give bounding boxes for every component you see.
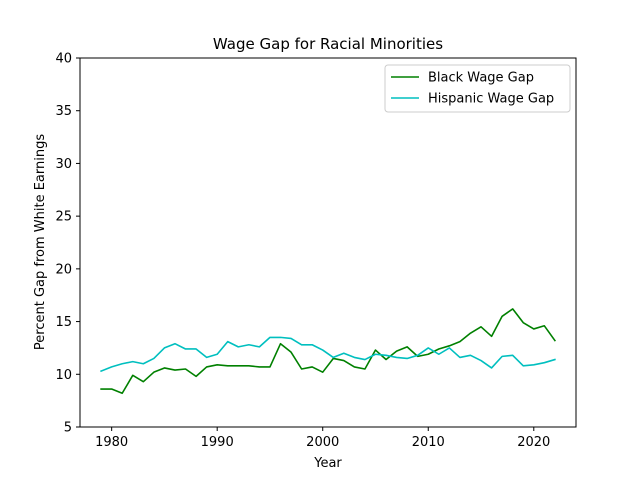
- y-axis: 5 10 15 20 25 30 35 40: [55, 52, 80, 436]
- legend-entry-2: Hispanic Wage Gap: [428, 92, 554, 107]
- legend-box: [384, 64, 571, 113]
- chart-title: Wage Gap for Racial Minorities: [213, 35, 443, 53]
- x-tick-label: 2010: [412, 435, 445, 450]
- y-tick-label: 10: [55, 368, 72, 383]
- plot-frame: [79, 57, 577, 428]
- x-tick-label: 1980: [95, 435, 128, 450]
- legend: Black Wage Gap Hispanic Wage Gap: [384, 64, 571, 113]
- x-axis-label: Year: [313, 456, 342, 471]
- legend-entry-1: Black Wage Gap: [428, 71, 534, 86]
- y-tick-label: 35: [55, 104, 72, 119]
- y-tick-label: 40: [55, 52, 72, 67]
- x-tick-label: 2020: [517, 435, 550, 450]
- x-tick-label: 2000: [306, 435, 339, 450]
- x-tick-label: 1990: [201, 435, 234, 450]
- y-tick-label: 20: [55, 262, 72, 277]
- y-axis-label: Percent Gap from White Earnings: [33, 134, 48, 350]
- series-line-2: [100, 336, 556, 373]
- y-tick-label: 5: [64, 421, 72, 436]
- y-tick-label: 15: [55, 315, 72, 330]
- y-tick-label: 25: [55, 210, 72, 225]
- series-line-1: [100, 308, 557, 395]
- plot-area: [100, 308, 557, 395]
- y-tick-label: 30: [55, 157, 72, 172]
- x-axis: 1980 1990 2000 2010 2020: [95, 427, 550, 450]
